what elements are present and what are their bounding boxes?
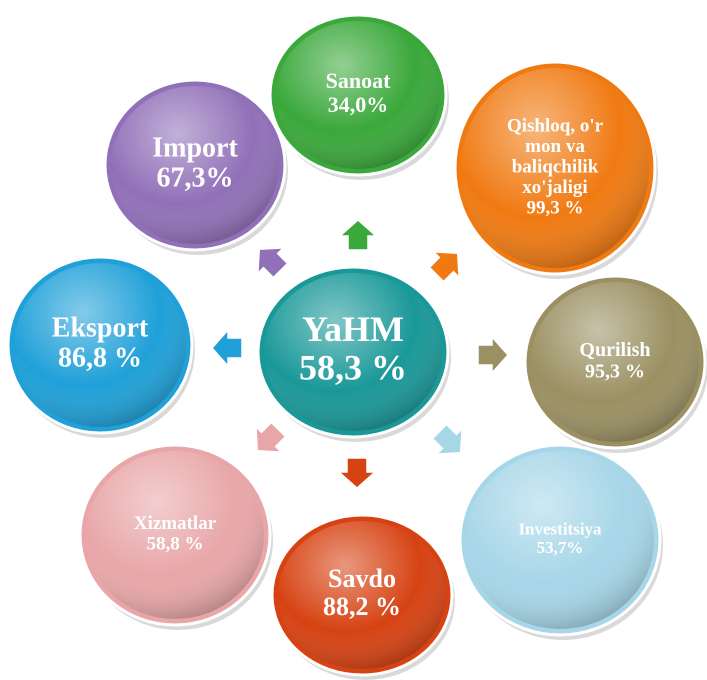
node-shine <box>278 521 446 669</box>
node-label: Eksport <box>52 312 149 343</box>
node-shine <box>466 451 654 629</box>
node-shine <box>276 21 440 169</box>
node-shine <box>14 263 186 427</box>
node-label: YaHM <box>302 309 404 349</box>
arrow <box>210 328 243 368</box>
node-shine <box>111 86 279 244</box>
arrow <box>477 335 510 375</box>
node-label: Import <box>152 132 238 163</box>
node-shine <box>264 273 442 431</box>
node-label: Xizmatlar <box>134 513 217 534</box>
node-label: xo'jaligi <box>522 177 587 198</box>
node-value: 53,7% <box>537 538 584 557</box>
arrow <box>254 421 287 454</box>
node-value: 58,8 % <box>147 534 204 555</box>
node-value: 95,3 % <box>585 360 645 382</box>
arrow <box>338 218 378 251</box>
node-label: Sanoat <box>326 68 391 93</box>
arrow <box>256 246 289 279</box>
node-shine <box>461 68 649 268</box>
node-value: 86,8 % <box>58 343 142 374</box>
node-value: 58,3 % <box>299 348 407 388</box>
node-value: 88,2 % <box>323 592 401 621</box>
arrow <box>337 457 377 490</box>
node-label: mon va <box>525 136 585 157</box>
node-value: 34,0% <box>328 92 389 117</box>
node-label: Qurilish <box>579 339 650 361</box>
node-label: baliqchilik <box>512 156 599 177</box>
node-value: 67,3% <box>157 163 234 194</box>
arrow <box>431 423 464 456</box>
node-label: Investitsiya <box>518 520 602 539</box>
node-shine <box>86 451 264 619</box>
node-value: 99,3 % <box>527 197 584 218</box>
node-label: Qishloq, o'r <box>507 115 604 136</box>
node-label: Savdo <box>328 564 396 593</box>
arrow <box>428 250 461 283</box>
node-shine <box>531 282 699 442</box>
